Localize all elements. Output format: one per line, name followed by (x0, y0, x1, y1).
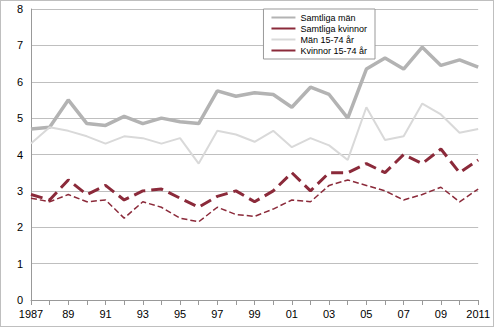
svg-text:01: 01 (286, 308, 298, 320)
svg-text:3: 3 (17, 185, 23, 197)
svg-text:0: 0 (17, 294, 23, 306)
svg-text:7: 7 (17, 39, 23, 51)
svg-text:Samtliga män: Samtliga män (300, 13, 355, 23)
svg-text:03: 03 (323, 308, 335, 320)
svg-text:05: 05 (360, 308, 372, 320)
svg-text:Kvinnor 15-74 år: Kvinnor 15-74 år (300, 46, 367, 56)
svg-text:6: 6 (17, 76, 23, 88)
svg-text:97: 97 (211, 308, 223, 320)
svg-text:2011: 2011 (466, 308, 490, 320)
svg-text:Män 15-74 år: Män 15-74 år (300, 35, 354, 45)
svg-text:95: 95 (174, 308, 186, 320)
svg-text:93: 93 (137, 308, 149, 320)
svg-text:5: 5 (17, 112, 23, 124)
svg-text:4: 4 (17, 149, 23, 161)
svg-text:Samtliga kvinnor: Samtliga kvinnor (300, 24, 367, 34)
svg-text:1: 1 (17, 258, 23, 270)
svg-text:8: 8 (17, 3, 23, 15)
svg-text:2: 2 (17, 221, 23, 233)
svg-text:07: 07 (398, 308, 410, 320)
svg-text:91: 91 (99, 308, 111, 320)
svg-text:99: 99 (248, 308, 260, 320)
svg-text:09: 09 (435, 308, 447, 320)
svg-text:1987: 1987 (19, 308, 43, 320)
svg-text:89: 89 (62, 308, 74, 320)
